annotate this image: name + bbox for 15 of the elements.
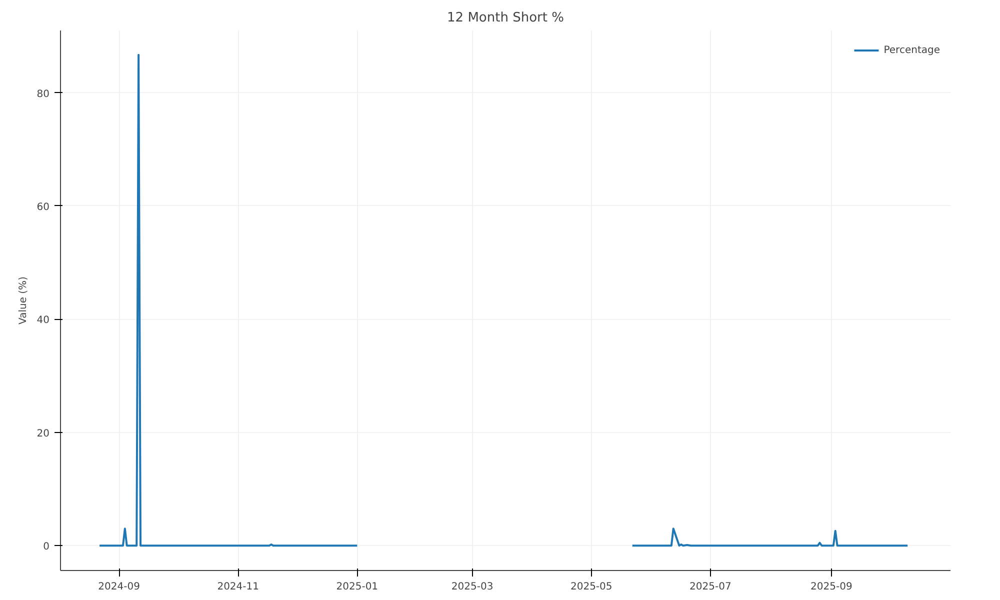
y-tick-label: 80: [36, 88, 50, 100]
y-tick-label: 20: [36, 428, 50, 440]
chart-title: 12 Month Short %: [447, 10, 564, 26]
x-tick-label: 2025-09: [810, 582, 852, 592]
x-tick-label: 2025-05: [570, 582, 612, 592]
y-tick-label: 60: [36, 202, 50, 213]
y-tick-label: 0: [43, 542, 50, 553]
x-tick-label: 2025-03: [451, 582, 494, 592]
legend-label: Percentage: [884, 44, 940, 56]
x-tick-label: 2024-09: [98, 582, 140, 592]
y-tick-label: 40: [36, 315, 50, 326]
x-tick-label: 2025-01: [336, 582, 378, 592]
x-tick-label: 2025-07: [690, 582, 732, 592]
y-axis-title: Value (%): [18, 276, 29, 324]
x-tick-label: 2024-11: [217, 582, 260, 592]
